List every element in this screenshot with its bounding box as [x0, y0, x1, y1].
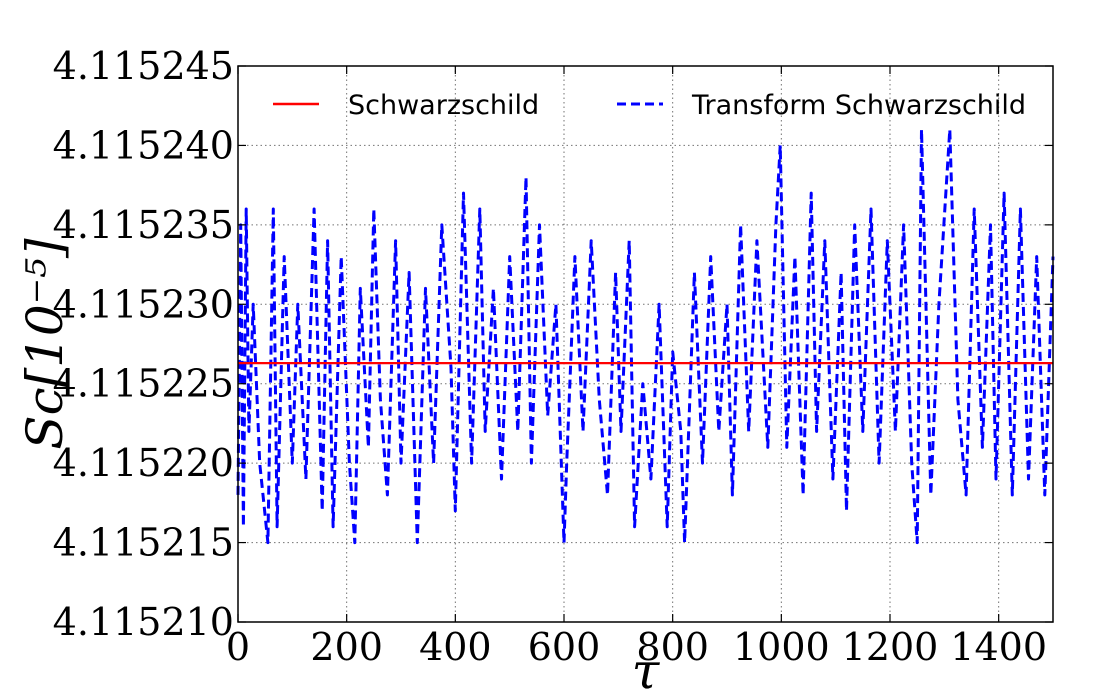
x-tick-label: 1400	[950, 625, 1047, 669]
x-tick-label: 800	[636, 625, 709, 669]
series-layer	[236, 128, 1055, 545]
y-tick-label: 4.115220	[53, 441, 234, 485]
y-tick-label: 4.115230	[53, 282, 234, 326]
x-tick-label: 0	[226, 625, 250, 669]
plot-frame	[237, 65, 1054, 623]
x-tick-label: 1000	[733, 625, 830, 669]
legend: Schwarzschild Transform Schwarzschild	[273, 90, 1026, 121]
legend-label: Transform Schwarzschild	[691, 90, 1026, 121]
y-tick-label: 4.115210	[53, 600, 234, 644]
ticks-layer: 0 200 400 600 800 1000 1200 1400 4.115210 4.11521…	[53, 44, 1053, 669]
series-line-transform-schwarzschild	[236, 128, 1055, 545]
y-tick-label: 4.115240	[53, 123, 234, 167]
y-tick-label: 4.115215	[53, 521, 234, 565]
x-tick-label: 400	[419, 625, 492, 669]
y-tick-label: 4.115235	[53, 203, 234, 247]
x-tick-label: 1200	[842, 625, 939, 669]
y-tick-label: 4.115245	[53, 44, 234, 88]
y-axis-title: Sc[10⁻⁵]	[16, 238, 74, 450]
legend-label: Schwarzschild	[348, 90, 539, 121]
y-tick-label: 4.115225	[53, 362, 234, 406]
x-axis-title: τ	[632, 642, 661, 700]
x-tick-label: 600	[528, 625, 601, 669]
x-tick-label: 200	[310, 625, 383, 669]
